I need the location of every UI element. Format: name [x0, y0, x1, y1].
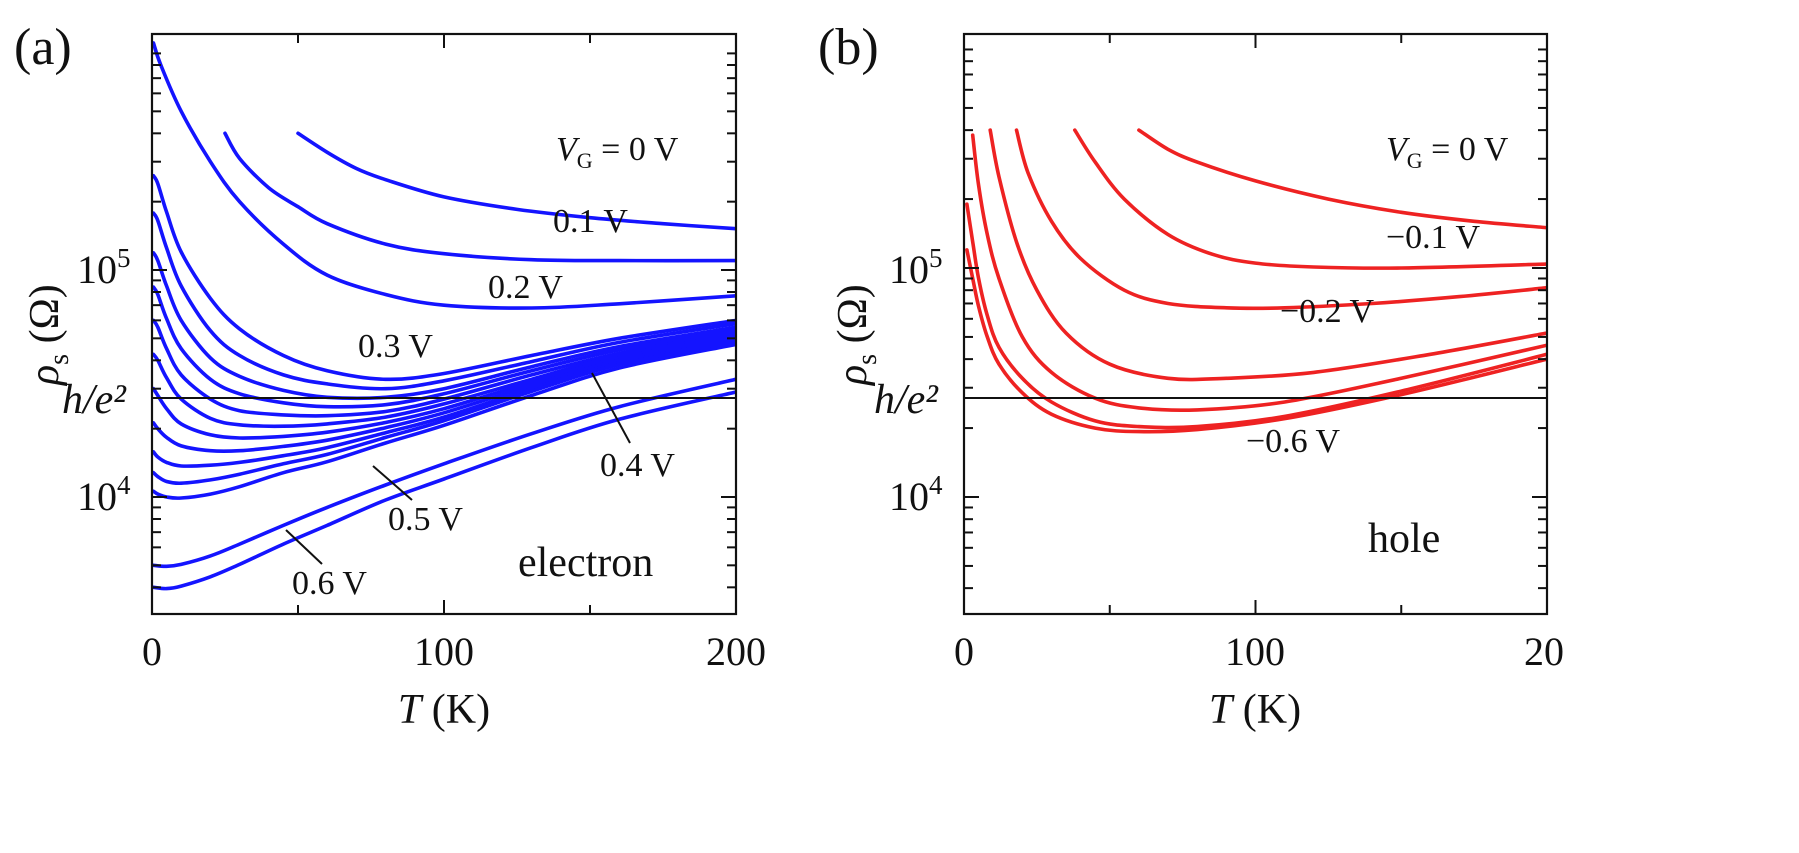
- corner-label-electron: electron: [518, 540, 653, 586]
- curve-label-0.2v-a: 0.2 V: [488, 269, 563, 306]
- plot-frame-b: [962, 32, 1549, 616]
- series-line-a-1: [223, 131, 736, 263]
- x-tick-label-0-b: 0: [954, 629, 974, 674]
- series-line-a-0: [296, 131, 736, 231]
- panel-letter-a: (a): [14, 19, 72, 76]
- curve-label-0.4v-a: 0.4 V: [600, 447, 675, 484]
- x-tick-label-100-a: 100: [414, 629, 474, 674]
- y-axis-title-a: ρs (Ω): [22, 284, 75, 387]
- series-line-a-15: [152, 390, 736, 591]
- x-tick-label-200-a: 200: [706, 629, 766, 674]
- series-line-b-5: [965, 202, 1547, 430]
- curve-label-0.6v-a: 0.6 V: [292, 565, 367, 602]
- y-tick-label-1e4-a: 104: [77, 470, 131, 519]
- curve-label-0.3v-a: 0.3 V: [358, 328, 433, 365]
- panel-letter-b: (b): [818, 19, 879, 76]
- series-group-b: [965, 128, 1547, 434]
- series-line-a-7: [152, 318, 736, 418]
- y-axis-title-b: ρs (Ω): [830, 284, 883, 387]
- series-line-b-4: [970, 133, 1547, 413]
- series-line-b-0: [1137, 128, 1547, 230]
- curve-label-m0.1v-b: −0.1 V: [1386, 219, 1481, 256]
- series-line-a-12: [152, 340, 736, 486]
- leader-0.5v-a: [372, 465, 413, 501]
- curve-label-vg0-b: VG = 0 V: [1386, 131, 1509, 173]
- x-tick-label-0-a: 0: [142, 629, 162, 674]
- y-tick-label-1e4-b: 104: [889, 470, 943, 519]
- leader-0.4v-a: [591, 372, 631, 444]
- series-line-a-14: [152, 377, 736, 569]
- curve-label-m0.6v-b: −0.6 V: [1246, 423, 1341, 460]
- curve-label-m0.2v-b: −0.2 V: [1280, 293, 1375, 330]
- series-line-a-9: [152, 334, 736, 440]
- x-axis-title-b: T (K): [1209, 687, 1301, 733]
- corner-label-hole: hole: [1368, 516, 1440, 562]
- series-line-a-8: [152, 332, 736, 429]
- curve-label-0.1v-a: 0.1 V: [553, 203, 628, 240]
- leader-0.6v-a: [285, 529, 323, 565]
- curve-label-0.5v-a: 0.5 V: [388, 501, 463, 538]
- panel-a: (a) 105 104 h/e² ρs (Ω) 0 100 200 T (K) …: [14, 19, 766, 733]
- h-over-e2-label-b: h/e²: [874, 377, 939, 423]
- x-tick-label-200-b: 20: [1524, 629, 1564, 674]
- series-group-a: [152, 41, 736, 591]
- axis-ticks-b: [963, 34, 1548, 614]
- x-axis-title-a: T (K): [398, 687, 490, 733]
- h-over-e2-label-a: h/e²: [62, 377, 127, 423]
- axis-ticks-a: [151, 34, 737, 614]
- series-line-a-11: [152, 338, 736, 468]
- y-tick-label-1e5-a: 105: [77, 243, 131, 292]
- series-line-b-3: [988, 128, 1547, 382]
- series-line-a-6: [152, 285, 736, 409]
- series-line-b-1: [1073, 128, 1547, 270]
- series-line-b-6: [965, 248, 1547, 434]
- series-line-a-3: [152, 174, 736, 382]
- series-line-a-4: [152, 211, 736, 391]
- series-line-a-5: [152, 251, 736, 401]
- panel-b: (b) 105 104 h/e² ρs (Ω) 0 100 20 T (K) V…: [818, 19, 1564, 733]
- y-tick-label-1e5-b: 105: [889, 243, 943, 292]
- series-line-a-10: [152, 336, 736, 454]
- series-line-a-2: [152, 41, 736, 310]
- curve-label-vg0-a: VG = 0 V: [556, 131, 679, 173]
- x-tick-label-100-b: 100: [1225, 629, 1285, 674]
- series-line-b-2: [1014, 128, 1547, 311]
